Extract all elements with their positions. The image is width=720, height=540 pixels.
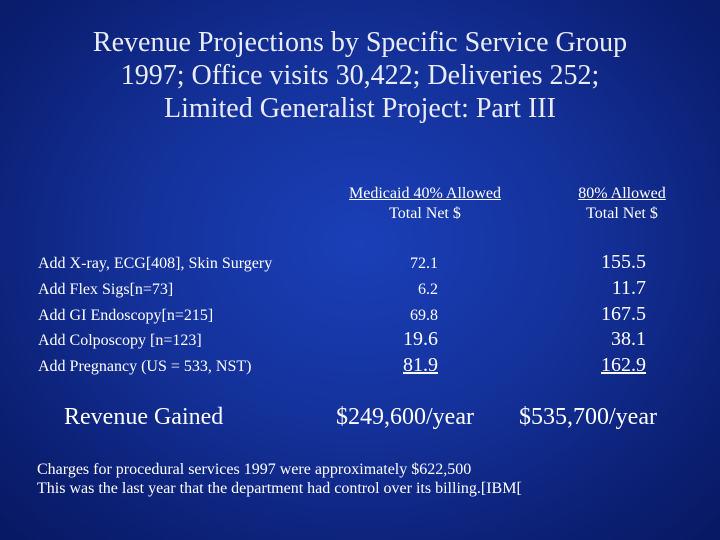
slide-title: Revenue Projections by Specific Service … <box>40 26 680 125</box>
table-row: Add Flex Sigs[n=73] 6.2 11.7 <box>0 276 720 302</box>
row-label: Add Colposcopy [n=123] <box>38 332 202 349</box>
row-medicaid-value: 6.2 <box>418 281 438 298</box>
row-80pct-value: 38.1 <box>611 328 646 350</box>
row-label: Add Pregnancy (US = 533, NST) <box>38 358 252 375</box>
row-80pct-value: 11.7 <box>611 277 646 299</box>
column-header-80pct-line2: Total Net $ <box>586 205 658 222</box>
title-line-2: 1997; Office visits 30,422; Deliveries 2… <box>120 60 600 91</box>
column-header-medicaid-line2: Total Net $ <box>389 205 461 222</box>
table-row: Add GI Endoscopy[n=215] 69.8 167.5 <box>0 302 720 328</box>
row-80pct-value: 167.5 <box>601 303 646 325</box>
row-medicaid-value: 81.9 <box>403 354 438 376</box>
note-line-1: Charges for procedural services 1997 wer… <box>37 461 472 478</box>
revenue-gained-80pct: $535,700/year <box>519 404 657 430</box>
note-line-2: This was the last year that the departme… <box>37 480 522 497</box>
title-line-3: Limited Generalist Project: Part III <box>164 93 556 124</box>
row-label: Add Flex Sigs[n=73] <box>38 281 174 298</box>
row-label: Add GI Endoscopy[n=215] <box>38 307 214 324</box>
row-medicaid-value: 19.6 <box>403 328 438 350</box>
table-row: Add Colposcopy [n=123] 19.6 38.1 <box>0 327 720 353</box>
row-80pct-value: 155.5 <box>601 251 646 273</box>
revenue-gained-label: Revenue Gained <box>64 404 224 430</box>
row-label: Add X-ray, ECG[408], Skin Surgery <box>38 255 273 272</box>
column-header-medicaid-line1: Medicaid 40% Allowed <box>349 185 501 202</box>
table-row: Add Pregnancy (US = 533, NST) 81.9 162.9 <box>0 353 720 379</box>
row-medicaid-value: 72.1 <box>410 255 438 272</box>
revenue-gained-medicaid: $249,600/year <box>336 404 474 430</box>
row-80pct-value: 162.9 <box>601 354 646 376</box>
table-row: Add X-ray, ECG[408], Skin Surgery 72.1 1… <box>0 250 720 276</box>
column-header-80pct: 80% Allowed Total Net $ <box>562 184 682 224</box>
row-medicaid-value: 69.8 <box>410 307 438 324</box>
title-line-1: Revenue Projections by Specific Service … <box>92 27 628 58</box>
column-header-80pct-line1: 80% Allowed <box>578 185 666 202</box>
column-header-medicaid: Medicaid 40% Allowed Total Net $ <box>322 184 528 224</box>
